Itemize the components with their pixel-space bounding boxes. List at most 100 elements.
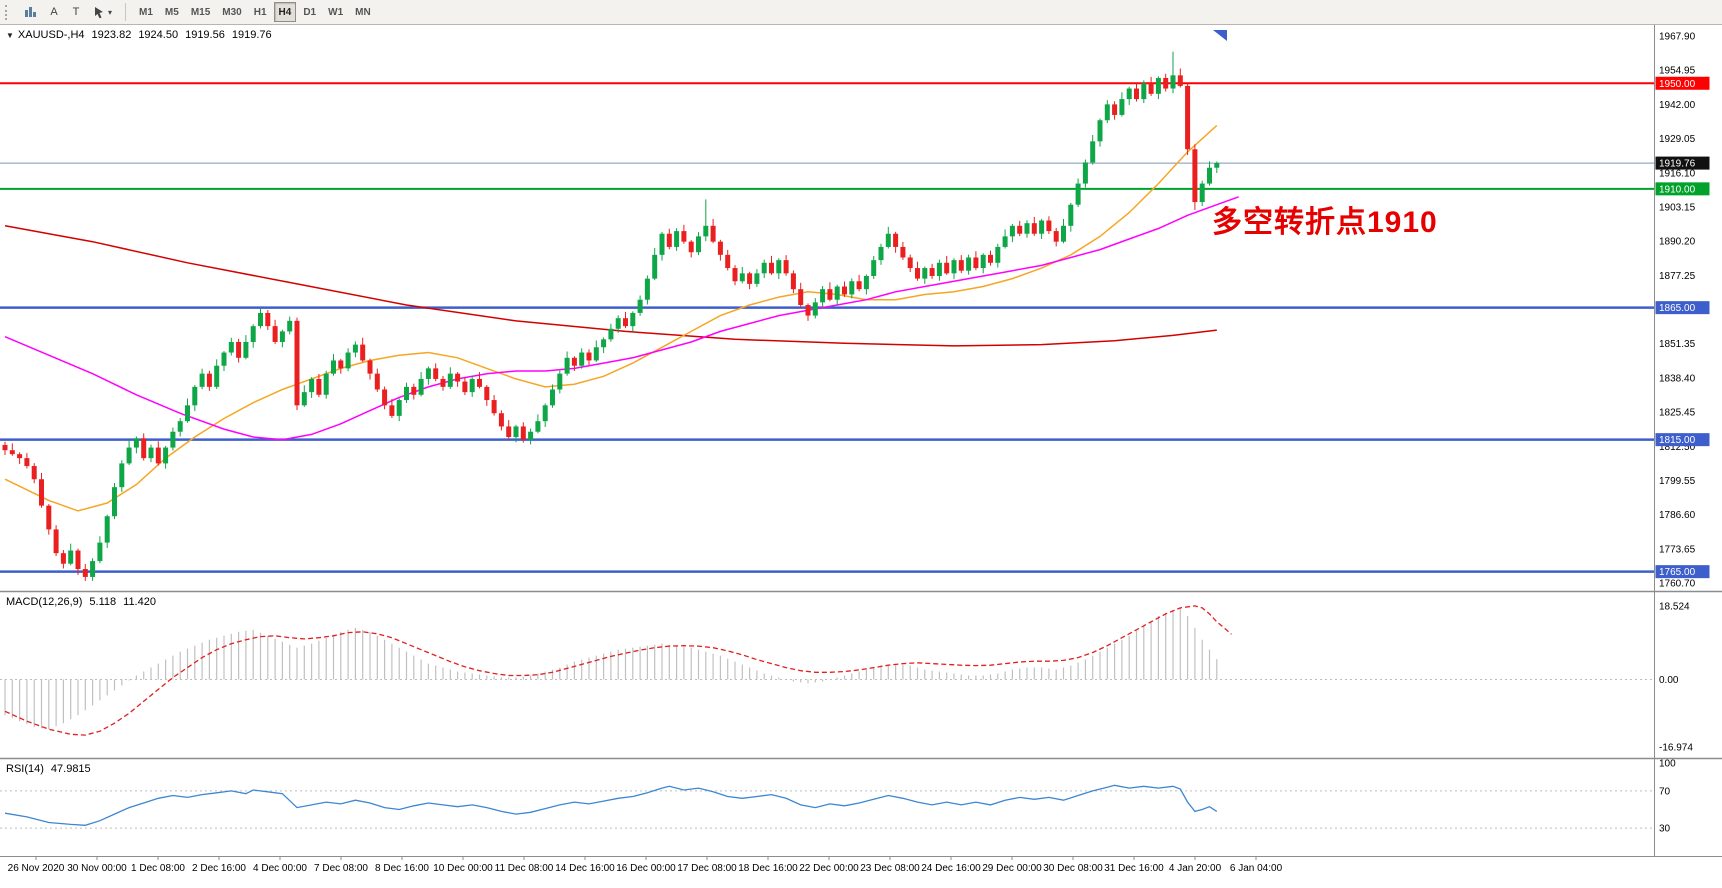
price-badge-1815-label: 1815.00 (1659, 435, 1696, 446)
timeframe-group: M1 M5 M15 M30 H1 H4 D1 W1 MN (134, 2, 376, 22)
autoscroll-button[interactable]: A (44, 2, 64, 22)
candle-body (1061, 225, 1066, 242)
cursor-arrow-icon (95, 6, 103, 18)
candle-body (133, 438, 139, 448)
candle-body (455, 373, 461, 382)
bar-chart-icon (25, 7, 36, 17)
time-axis-label: 16 Dec 00:00 (616, 863, 676, 874)
candle-body (360, 344, 366, 361)
candle-body (491, 400, 497, 414)
candle-body (666, 233, 672, 247)
candle-body (973, 257, 979, 269)
candle-body (1097, 120, 1103, 142)
price-axis-label: 1760.70 (1659, 579, 1696, 590)
timeframe-button-m15[interactable]: M15 (186, 2, 215, 22)
candle-body (185, 405, 190, 422)
candle-body (2, 444, 8, 451)
candles-layer[interactable] (2, 51, 1220, 581)
symbol-period-label: XAUUSD-,H4 (17, 29, 85, 41)
toolbar-grip[interactable] (5, 4, 11, 20)
candle-body (404, 386, 409, 401)
candle-body (980, 254, 986, 269)
candle-body (243, 341, 249, 358)
candle-body (696, 236, 701, 253)
candle-body (1090, 141, 1096, 163)
price-badge-current (1655, 156, 1710, 170)
price-badge-1765 (1655, 565, 1710, 579)
candle-body (433, 368, 439, 379)
candle-body (827, 289, 833, 300)
chart-annotation-text[interactable]: 多空转折点1910 (1212, 206, 1438, 239)
candle-body (520, 426, 526, 440)
text-tool-button[interactable]: T (66, 2, 86, 22)
candle-body (1104, 104, 1110, 121)
cursor-tool-button[interactable]: ▾ (88, 2, 117, 22)
timeframe-button-mn[interactable]: MN (350, 2, 376, 22)
candle-body (1192, 149, 1198, 203)
chart-background (0, 25, 1722, 888)
chart-canvas[interactable]: 1967.90 1954.95 1942.00 1929.05 1916.10 1903.… (0, 25, 1722, 888)
candle-body (1112, 104, 1118, 115)
candle-body (936, 262, 942, 276)
candle-body (849, 281, 855, 295)
timeframe-button-h4[interactable]: H4 (273, 2, 297, 22)
candle-body (141, 438, 147, 459)
candle-body (1024, 223, 1030, 234)
candle-body (944, 262, 950, 274)
price-axis[interactable]: 1967.90 1954.95 1942.00 1929.05 1916.10 1903.… (1659, 32, 1696, 835)
candle-body (177, 421, 183, 432)
candle-body (1031, 223, 1037, 234)
timeframe-button-w1[interactable]: W1 (323, 2, 348, 22)
ma-red-line (4, 225, 1217, 347)
macd-axis-label: -16.974 (1659, 742, 1693, 753)
timeframe-button-m1[interactable]: M1 (134, 2, 158, 22)
candle-body (652, 254, 658, 279)
candle-body (951, 260, 957, 274)
time-axis-label: 6 Jan 04:00 (1230, 863, 1283, 874)
scroll-to-end-icon[interactable] (1213, 30, 1227, 41)
candle-body (345, 352, 351, 369)
timeframe-button-d1[interactable]: D1 (298, 2, 321, 22)
time-axis[interactable]: 26 Nov 2020 30 Nov 00:00 1 Dec 08:00 2 Dec … (8, 856, 1283, 875)
candle-body (119, 463, 125, 488)
candle-body (725, 254, 731, 269)
timeframe-button-m30[interactable]: M30 (217, 2, 246, 22)
candle-body (834, 286, 840, 300)
time-axis-label: 1 Dec 08:00 (131, 863, 185, 874)
ohlc-low: 1919.56 (185, 29, 225, 41)
timeframe-button-h1[interactable]: H1 (249, 2, 272, 22)
candle-body (484, 386, 490, 401)
price-axis-label: 1825.45 (1659, 408, 1696, 419)
candle-body (352, 344, 358, 353)
candle-body (1207, 167, 1212, 184)
candle-body (199, 373, 205, 387)
candle-body (316, 378, 322, 395)
collapse-arrow-icon[interactable]: ▼ (6, 31, 14, 40)
candle-body (331, 360, 336, 374)
candle-body (557, 373, 563, 390)
rsi-value: 47.9815 (50, 763, 91, 775)
price-badges: 1950.00 1919.76 1910.00 1865.00 1815.00 1765.… (1655, 76, 1710, 579)
candle-body (717, 241, 723, 255)
time-axis-label: 2 Dec 16:00 (192, 863, 246, 874)
candle-body (805, 305, 811, 316)
time-axis-label: 4 Dec 00:00 (253, 863, 307, 874)
price-badge-1765-label: 1765.00 (1659, 567, 1696, 578)
candle-body (586, 352, 592, 361)
candle-body (601, 339, 607, 348)
candle-body (878, 246, 884, 261)
symbol-info-bar: ▼ XAUUSD-,H4 1923.82 1924.50 1919.56 1919.76 (6, 29, 279, 41)
candle-body (630, 312, 636, 327)
candle-body (287, 320, 293, 332)
chart-mode-button[interactable] (18, 2, 42, 22)
candle-body (155, 447, 161, 464)
candle-body (754, 273, 760, 284)
time-axis-label: 7 Dec 08:00 (314, 863, 368, 874)
candle-body (323, 373, 329, 395)
candle-body (739, 273, 745, 282)
candle-body (1046, 220, 1052, 232)
candle-body (338, 360, 344, 369)
price-badge-1865-label: 1865.00 (1659, 303, 1696, 314)
candle-body (681, 231, 687, 242)
timeframe-button-m5[interactable]: M5 (160, 2, 184, 22)
